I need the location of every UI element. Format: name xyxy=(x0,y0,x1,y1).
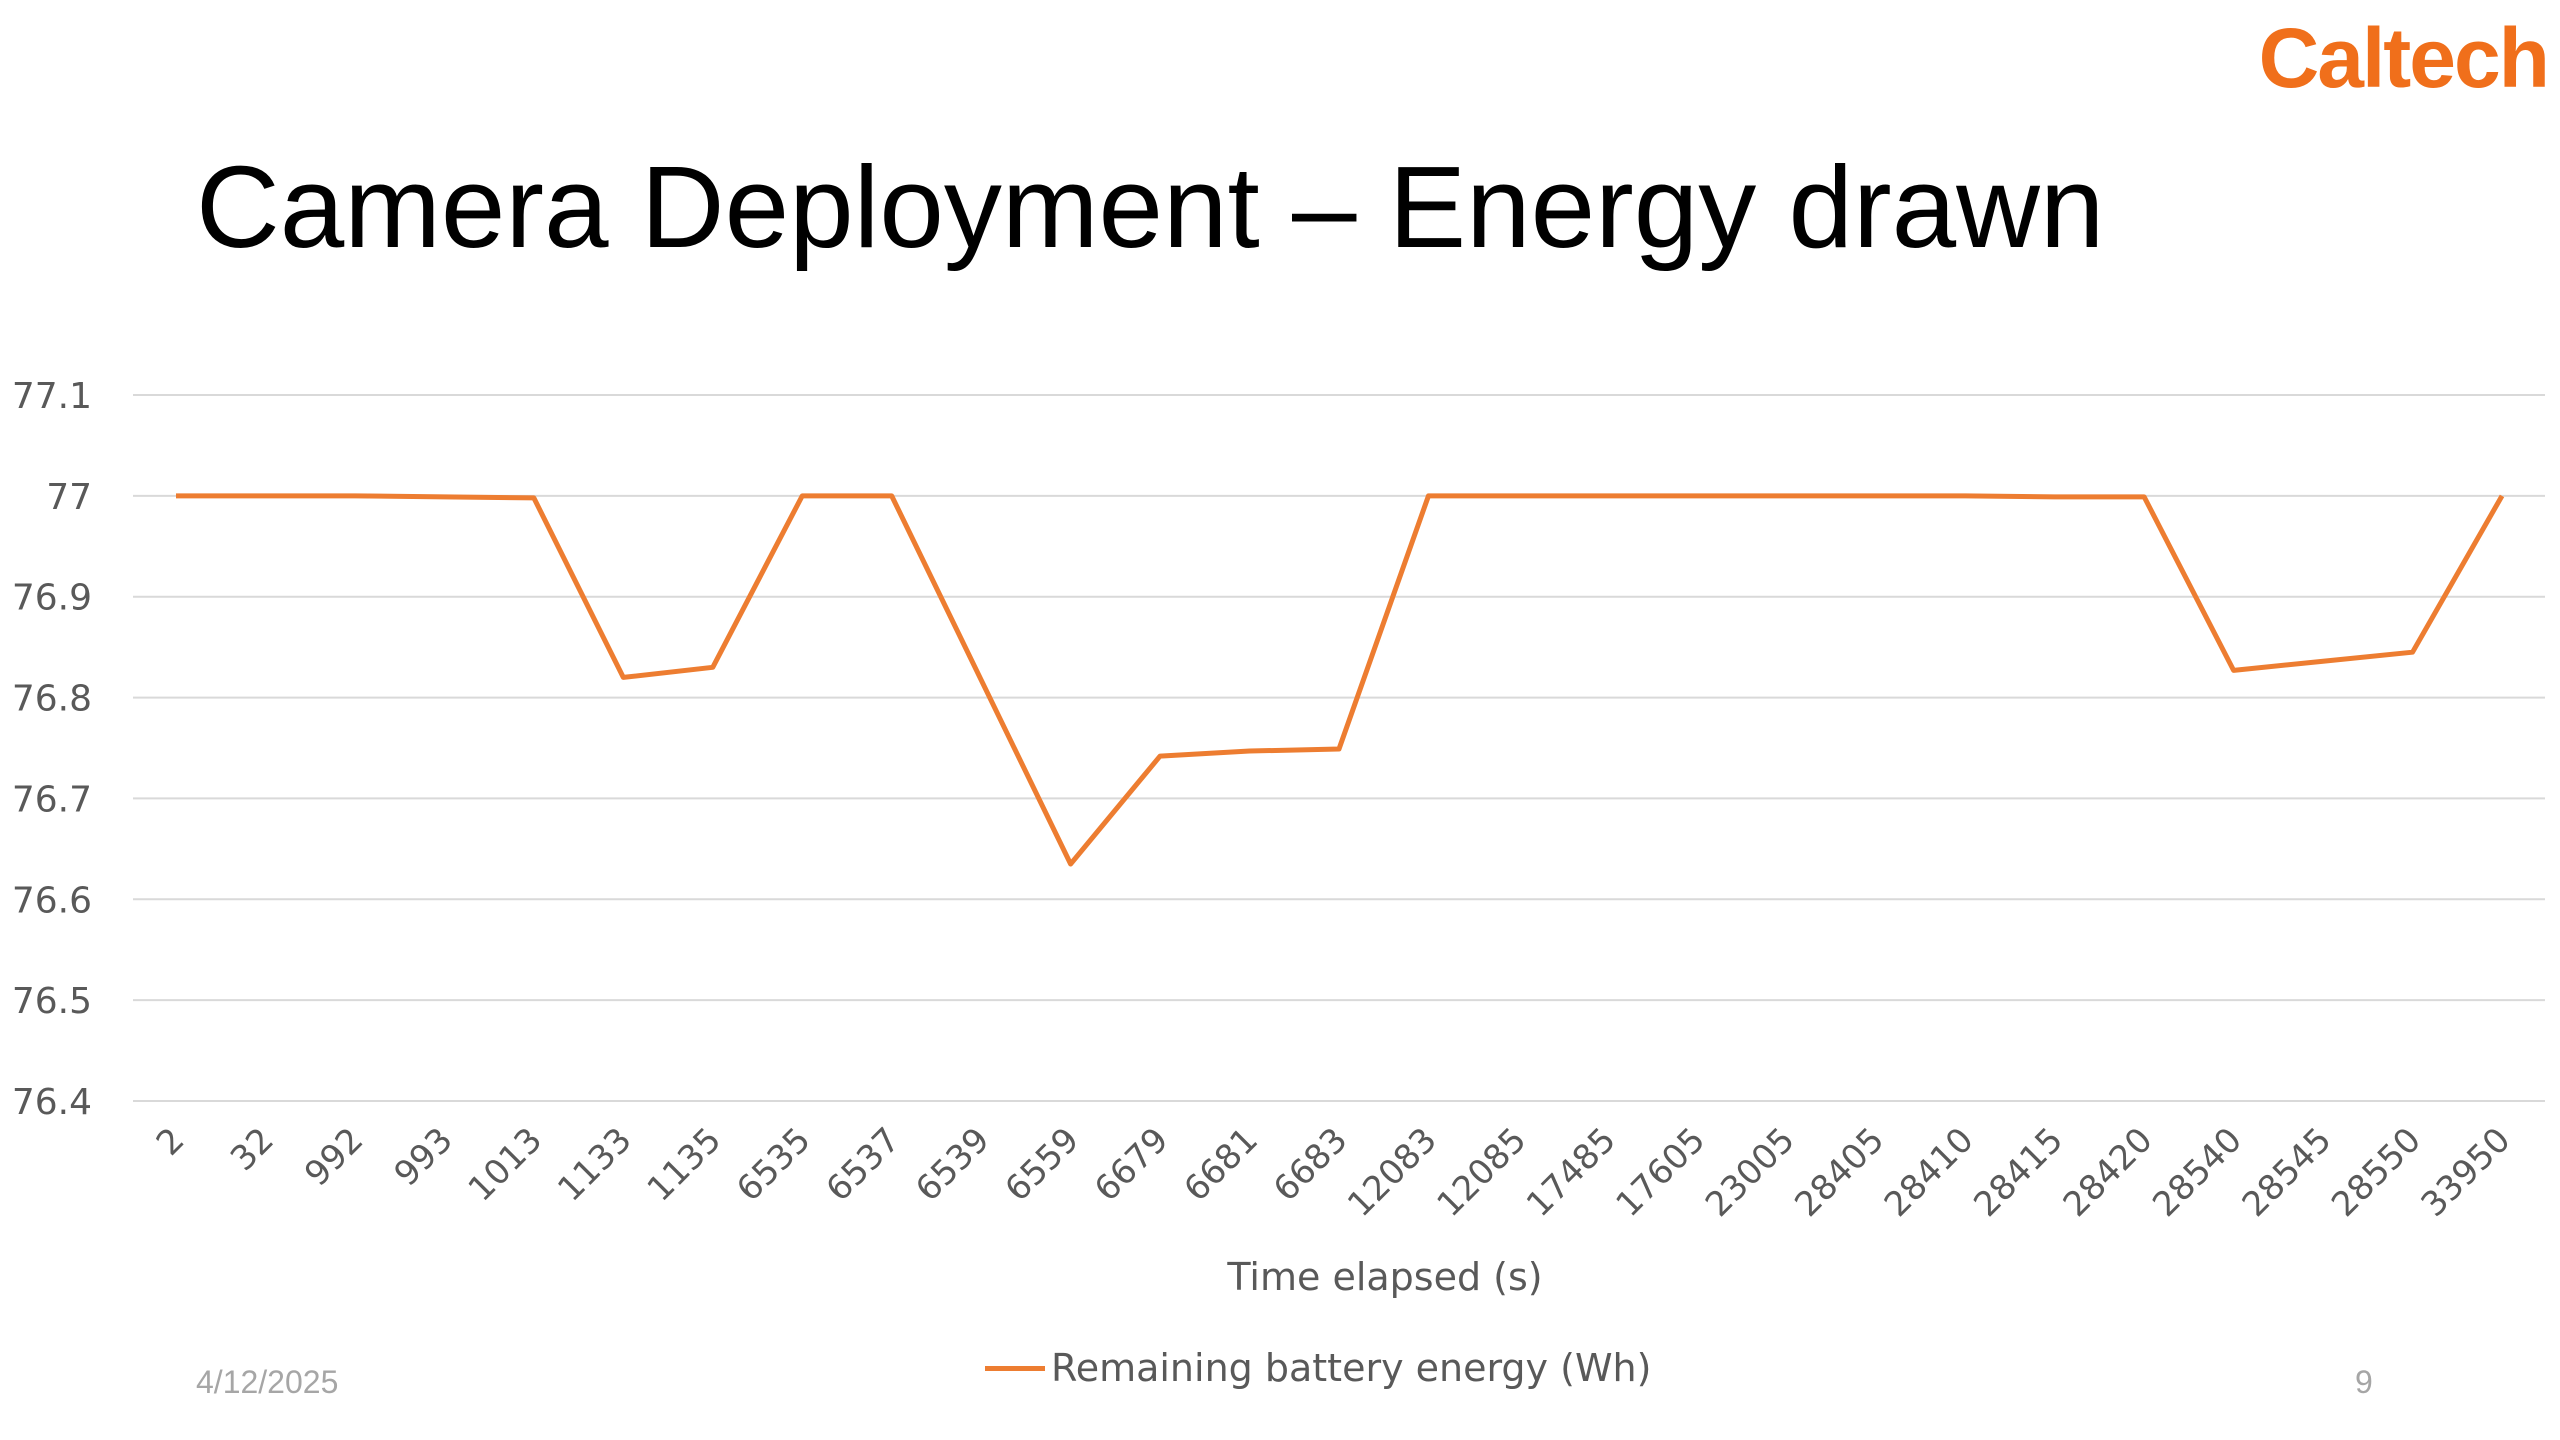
x-axis-label: Time elapsed (s) xyxy=(1226,1255,1542,1299)
x-tick-labels: 2 32 992 993 1013 1133 1135 6535 6537 6539 6559 667… xyxy=(149,1120,2519,1225)
series-lines xyxy=(176,493,2505,867)
legend-line-swatch xyxy=(985,1365,1045,1371)
x-tick-label: 993 xyxy=(387,1120,461,1194)
series-line xyxy=(176,493,2505,867)
x-tick-label: 28420 xyxy=(2056,1120,2161,1225)
y-tick-label: 76.7 xyxy=(12,779,92,820)
slide-title: Camera Deployment – Energy drawn xyxy=(196,142,2105,272)
x-tick-label: 6681 xyxy=(1176,1120,1265,1209)
x-tick-label: 28410 xyxy=(1877,1120,1982,1225)
footer-date: 4/12/2025 xyxy=(196,1364,339,1400)
x-tick-label: 2 xyxy=(149,1120,193,1164)
x-tick-label: 6537 xyxy=(819,1120,908,1209)
gridlines xyxy=(133,394,2545,1102)
x-tick-label: 28405 xyxy=(1787,1120,1892,1225)
legend-label: Remaining battery energy (Wh) xyxy=(1051,1346,1652,1390)
x-tick-label: 28545 xyxy=(2235,1120,2340,1225)
x-tick-label: 17485 xyxy=(1519,1120,1624,1225)
y-tick-label: 76.9 xyxy=(12,578,92,619)
x-tick-label: 33950 xyxy=(2414,1120,2519,1225)
x-tick-label: 28540 xyxy=(2145,1120,2250,1225)
x-tick-label: 32 xyxy=(223,1120,282,1179)
x-tick-label: 12083 xyxy=(1340,1120,1445,1225)
x-tick-label: 1135 xyxy=(640,1120,729,1209)
y-tick-label: 76.4 xyxy=(12,1082,92,1123)
y-tick-label: 76.5 xyxy=(12,981,92,1022)
x-tick-label: 6559 xyxy=(998,1120,1087,1209)
x-tick-label: 6679 xyxy=(1087,1120,1176,1209)
legend: Remaining battery energy (Wh) xyxy=(985,1346,1651,1390)
y-tick-label: 77 xyxy=(46,477,92,518)
x-tick-label: 23005 xyxy=(1698,1120,1803,1225)
x-tick-label: 28415 xyxy=(1966,1120,2071,1225)
caltech-logo: Caltech xyxy=(2258,11,2550,105)
x-tick-label: 992 xyxy=(297,1120,371,1194)
x-tick-label: 12085 xyxy=(1430,1120,1535,1225)
y-tick-label: 76.8 xyxy=(12,679,92,720)
x-tick-label: 1133 xyxy=(550,1120,639,1209)
x-tick-label: 6539 xyxy=(908,1120,997,1209)
x-tick-label: 28550 xyxy=(2324,1120,2429,1225)
page-number: 9 xyxy=(2355,1364,2373,1400)
y-tick-labels: 77.1 77 76.9 76.8 76.7 76.6 76.5 76.4 xyxy=(12,376,92,1123)
y-tick-label: 77.1 xyxy=(12,376,92,417)
x-tick-label: 1013 xyxy=(461,1120,550,1209)
x-tick-label: 17605 xyxy=(1608,1120,1713,1225)
x-tick-label: 6535 xyxy=(729,1120,818,1209)
y-tick-label: 76.6 xyxy=(12,880,92,921)
